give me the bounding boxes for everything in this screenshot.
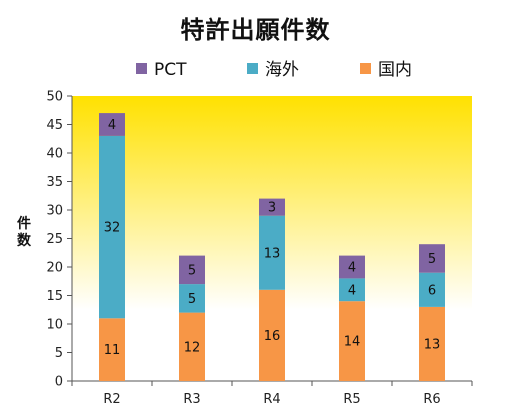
data-label: 16 [264,329,281,344]
y-axis-label-char: 件 [17,215,31,232]
bar-segment [179,284,205,313]
bar-segment [339,255,365,279]
y-tick-label: 15 [46,289,63,304]
x-tick-label: R4 [263,392,280,407]
bar-segment [419,272,445,307]
data-label: 6 [428,283,436,298]
data-label: 13 [424,337,441,352]
data-label: 11 [104,343,121,358]
bar-segment [179,312,205,381]
data-label: 32 [104,221,121,236]
y-tick-label: 35 [46,175,63,190]
bar-segment [259,198,285,216]
chart-title: 特許出願件数 [180,16,331,44]
data-label: 5 [188,292,196,307]
data-label: 3 [268,201,276,216]
bar-segment [259,289,285,381]
y-tick-label: 50 [46,90,63,105]
y-axis-label-char: 数 [17,232,32,249]
y-tick-label: 25 [46,232,63,247]
x-tick-label: R3 [183,392,200,407]
bar-segment [419,306,445,381]
y-tick-label: 30 [46,204,63,219]
legend: PCT 海外 国内 [136,60,412,80]
bar-segment [99,135,125,319]
data-label: 4 [348,261,356,276]
x-tick-label: R6 [423,392,440,407]
legend-swatch [360,63,371,74]
bar-segment [339,301,365,381]
data-labels: 11 32 4 12 5 5 16 13 3 14 4 4 13 6 5 [104,118,441,358]
data-label: 4 [108,118,116,133]
data-label: 5 [188,263,196,278]
data-label: 12 [184,340,201,355]
y-axis-label: 件数 [17,215,32,249]
legend-swatch [247,63,258,74]
legend-label: PCT [154,60,187,80]
data-label: 4 [348,283,356,298]
legend-swatch [136,63,147,74]
y-tick-label: 0 [55,375,63,390]
bar-segment [419,244,445,273]
data-label: 14 [344,335,361,350]
y-tick-label: 20 [46,261,63,276]
bar-segment [259,215,285,290]
x-tick-label: R2 [103,392,120,407]
bar-segment [99,113,125,136]
y-axis: 0 5 10 15 20 25 30 35 40 45 50 [46,90,73,390]
data-label: 5 [428,252,436,267]
x-tick-label: R5 [343,392,360,407]
bar-segment [339,278,365,302]
bars [99,113,445,381]
x-axis: R2 R3 R4 R5 R6 [71,380,473,407]
bar-segment [179,255,205,285]
legend-label: 国内 [378,60,412,80]
y-tick-label: 40 [46,147,63,162]
data-label: 13 [264,246,281,261]
y-tick-label: 45 [46,118,63,133]
y-tick-label: 10 [46,318,63,333]
bar-segment [99,318,125,381]
legend-label: 海外 [265,60,299,80]
y-tick-label: 5 [55,346,63,361]
